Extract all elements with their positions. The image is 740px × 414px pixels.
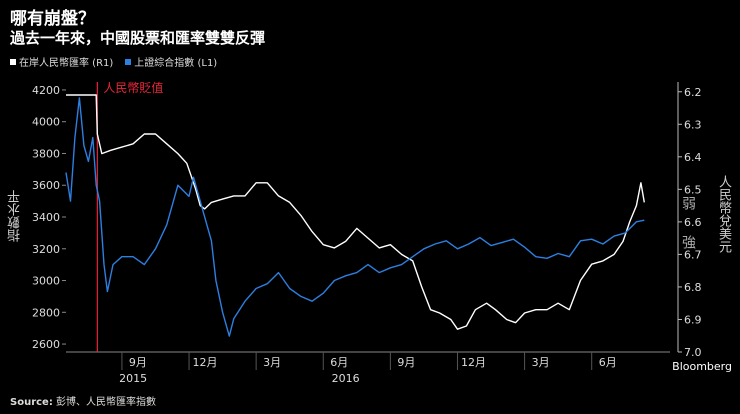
weak-annotation: 弱 bbox=[682, 196, 696, 212]
y-left-tick-label-5: 3600 bbox=[32, 179, 60, 192]
x-tick-label-0: 9月 bbox=[129, 356, 147, 369]
y-right-tick-label-1: 6.3 bbox=[684, 118, 702, 131]
legend-label-shcomp: 上證綜合指數 (L1) bbox=[134, 58, 218, 69]
chart-subtitle: 過去一年來，中國股票和匯率雙雙反彈 bbox=[10, 29, 266, 47]
legend-item-usdcny: 在岸人民幣匯率 (R1) bbox=[10, 54, 113, 69]
x-year-label-0: 2015 bbox=[119, 372, 147, 385]
y-left-tick-label-8: 4200 bbox=[32, 84, 60, 97]
source-label: Source: bbox=[10, 397, 53, 408]
y-left-tick-label-2: 3000 bbox=[32, 275, 60, 288]
legend: 在岸人民幣匯率 (R1) 上證綜合指數 (L1) bbox=[10, 54, 217, 69]
legend-label-usdcny: 在岸人民幣匯率 (R1) bbox=[19, 58, 114, 69]
y-right-tick-label-7: 6.9 bbox=[684, 313, 702, 326]
x-tick-label-7: 6月 bbox=[599, 356, 617, 369]
chart-title: 哪有崩盤？ bbox=[10, 9, 95, 29]
bloomberg-logo: Bloomberg bbox=[672, 360, 732, 373]
legend-swatch-usdcny bbox=[10, 58, 16, 65]
y-left-tick-label-6: 3800 bbox=[32, 147, 60, 160]
y-left-tick-label-4: 3400 bbox=[32, 211, 60, 224]
y-left-tick-label-0: 2600 bbox=[32, 338, 60, 351]
y-right-tick-label-0: 6.2 bbox=[684, 86, 702, 99]
x-tick-label-1: 12月 bbox=[193, 356, 218, 369]
strong-annotation: 強 bbox=[682, 235, 696, 251]
x-tick-label-3: 6月 bbox=[330, 356, 348, 369]
source-text: 彭博、人民幣匯率指數 bbox=[56, 397, 157, 408]
y-left-tick-label-7: 4000 bbox=[32, 116, 60, 129]
x-tick-label-4: 9月 bbox=[397, 356, 415, 369]
x-tick-label-2: 3月 bbox=[263, 356, 281, 369]
devaluation-annotation-label: 人民幣貶值 bbox=[103, 80, 163, 95]
y-axis-right-label: 人民幣兌美元 bbox=[716, 175, 731, 253]
series-line-usdcny bbox=[66, 94, 645, 330]
y-right-tick-label-4: 6.6 bbox=[684, 216, 702, 229]
y-right-tick-label-6: 6.8 bbox=[684, 281, 702, 294]
series-line-shcomp bbox=[65, 97, 645, 337]
x-tick-label-6: 3月 bbox=[532, 356, 550, 369]
y-left-tick-label-1: 2800 bbox=[32, 306, 60, 319]
x-year-label-1: 2016 bbox=[332, 372, 360, 385]
x-tick-label-5: 12月 bbox=[461, 356, 486, 369]
y-right-tick-label-2: 6.4 bbox=[684, 151, 702, 164]
legend-swatch-shcomp bbox=[125, 58, 132, 65]
y-right-tick-label-5: 6.7 bbox=[684, 248, 702, 261]
y-left-tick-label-3: 3200 bbox=[32, 243, 60, 256]
y-right-tick-label-3: 6.5 bbox=[684, 183, 702, 196]
y-right-tick-label-8: 7.0 bbox=[684, 346, 702, 359]
legend-item-shcomp: 上證綜合指數 (L1) bbox=[125, 54, 217, 69]
source-note: Source: 彭博、人民幣匯率指數 bbox=[10, 393, 156, 408]
